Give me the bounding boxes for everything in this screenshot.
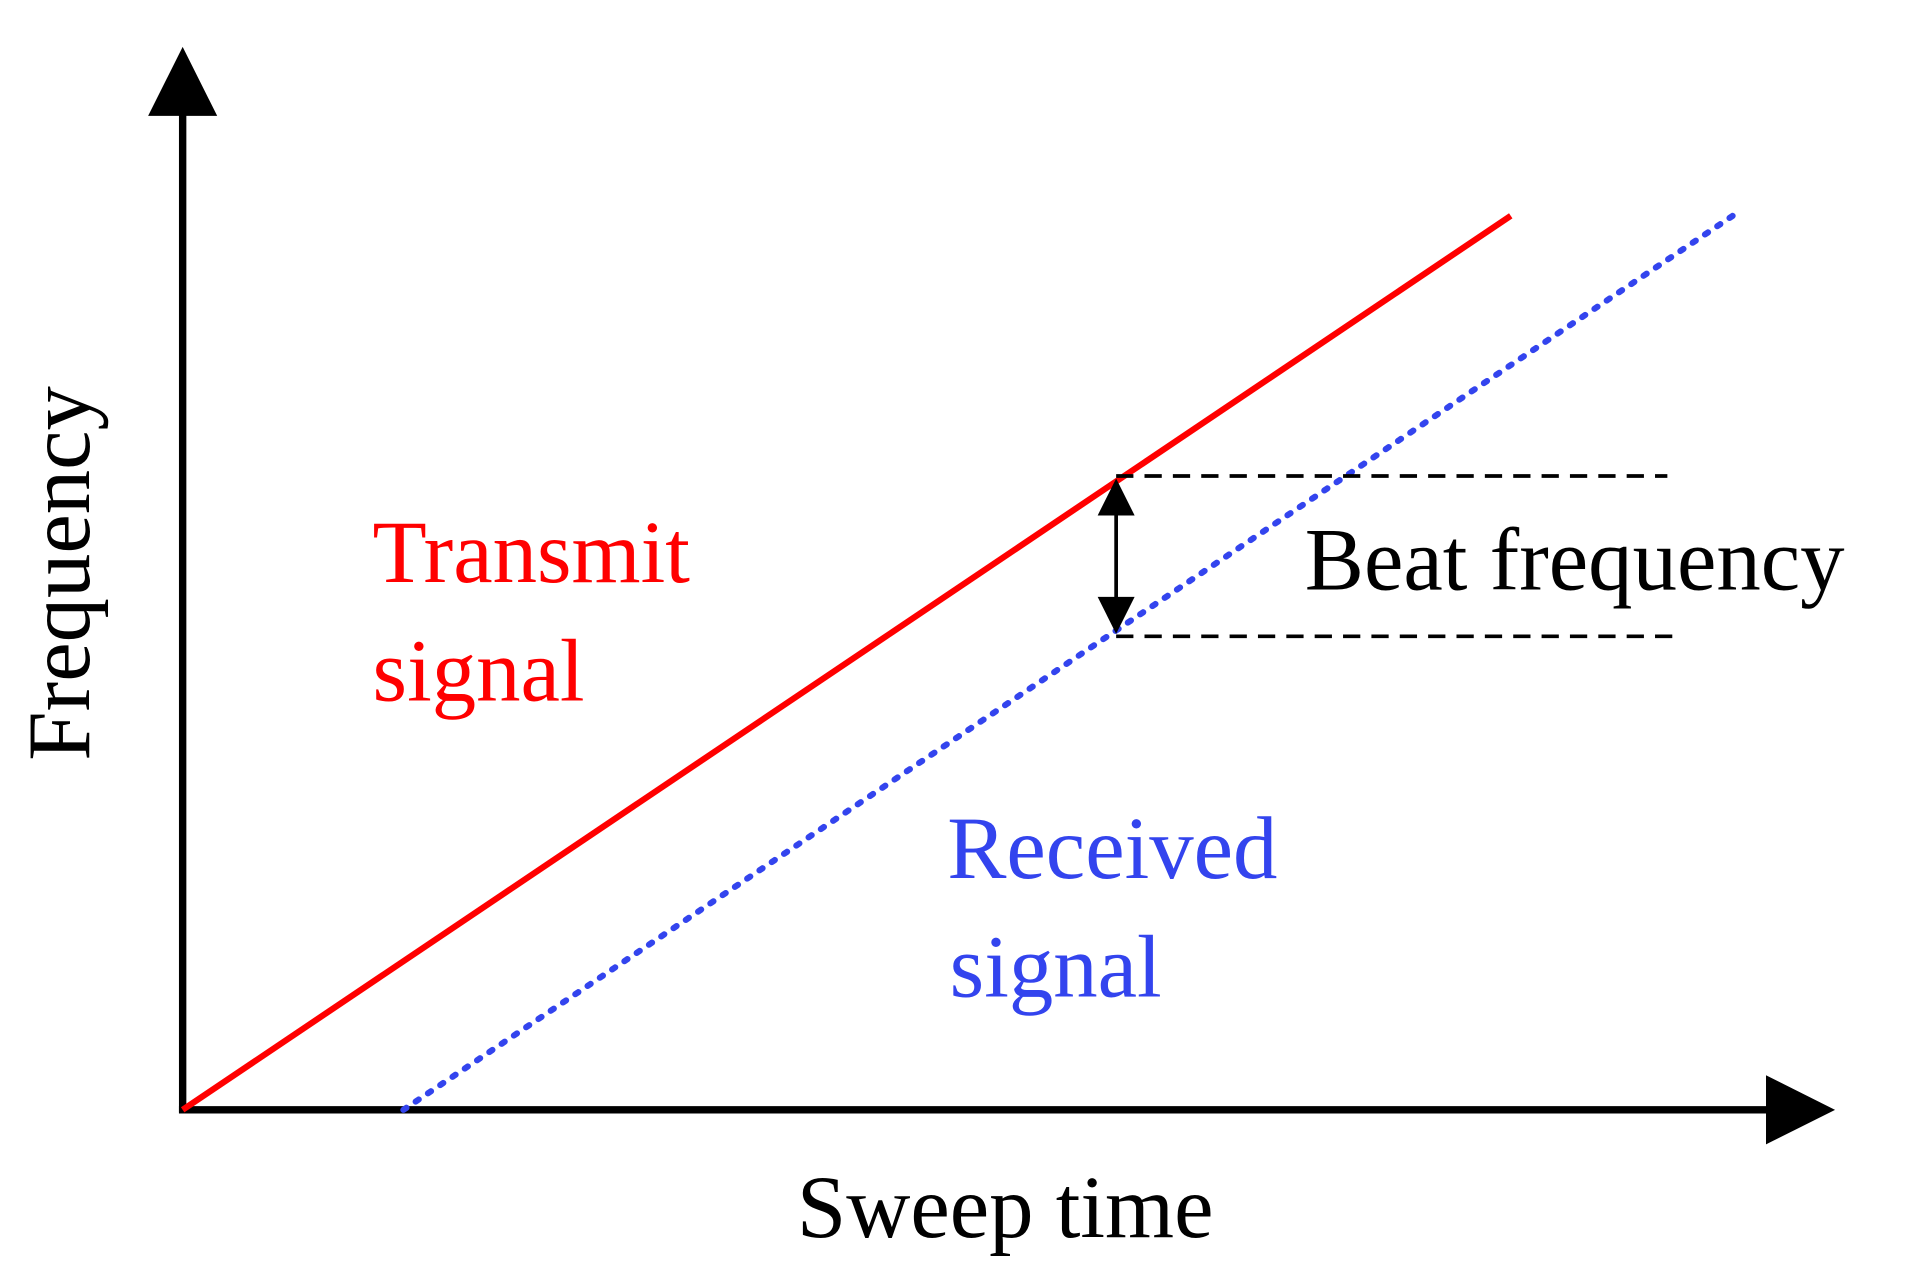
x-axis-arrow <box>1766 1075 1836 1145</box>
received-label: Received <box>947 800 1277 898</box>
transmit-label: signal <box>373 622 585 720</box>
beat-arrow-head-top <box>1097 478 1135 516</box>
beat-label: Beat frequency <box>1305 511 1845 609</box>
x-axis-label: Sweep time <box>797 1159 1214 1257</box>
transmit-label: Transmit <box>373 504 691 602</box>
received-label: signal <box>950 918 1162 1016</box>
transmit-line <box>180 213 1513 1113</box>
y-axis-label: Frequency <box>11 385 109 760</box>
received-line <box>400 212 1736 1113</box>
y-axis-arrow <box>148 46 218 116</box>
beat-arrow-head-bottom <box>1097 596 1135 634</box>
